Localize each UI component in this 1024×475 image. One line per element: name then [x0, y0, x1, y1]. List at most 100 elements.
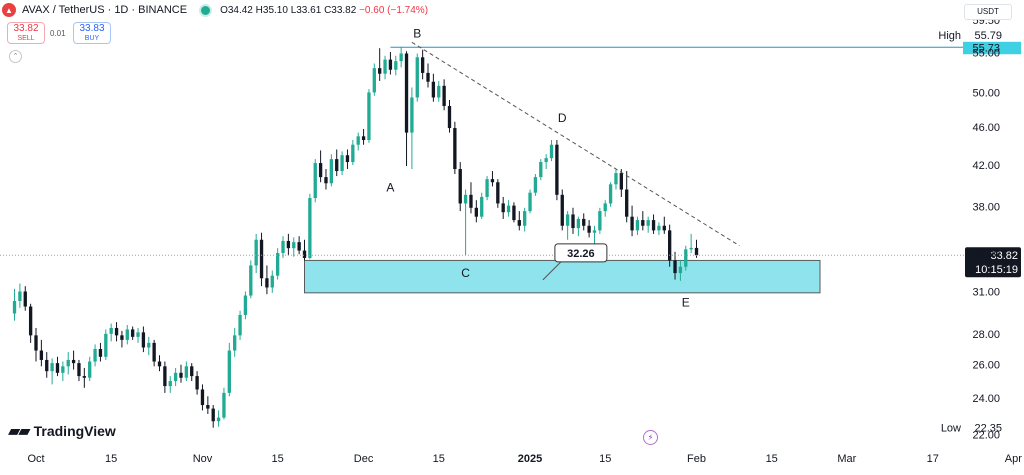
x-tick-label: 15: [599, 453, 611, 465]
candle-body: [474, 207, 479, 217]
candle-body: [270, 275, 274, 288]
high-line-price-value: 55.73: [972, 42, 1000, 54]
candle-body: [539, 162, 543, 178]
sell-button[interactable]: 33.82 SELL: [7, 22, 45, 44]
candle-body: [447, 105, 452, 129]
y-tick-label: 42.00: [972, 160, 1000, 172]
overlay-layer: 55.73 High 55.79 Low 22.35 33.82 10:15:19 A B C D E…: [0, 27, 1021, 435]
avax-logo-icon: ▲: [2, 3, 16, 17]
candle-body: [614, 173, 618, 185]
candle-body: [93, 349, 97, 362]
candle-body: [200, 389, 205, 406]
candle-body: [125, 329, 129, 340]
candle-body: [549, 144, 554, 159]
x-tick-label: Nov: [193, 453, 213, 465]
candles-layer: [12, 46, 699, 428]
y-tick-label: 31.00: [972, 286, 1000, 298]
candle-body: [216, 417, 221, 422]
x-tick-label: 15: [433, 453, 445, 465]
candle-body: [480, 196, 484, 217]
candle-body: [410, 97, 414, 133]
last-price-value: 33.82: [990, 250, 1018, 262]
low-label: Low: [941, 423, 961, 435]
candle-body: [88, 361, 92, 378]
market-status-icon[interactable]: [199, 3, 213, 17]
y-tick-label: 50.00: [972, 87, 1000, 99]
high-value: H35.10: [255, 4, 288, 16]
candle-body: [694, 247, 699, 256]
buy-button[interactable]: 33.83 BUY: [73, 22, 111, 44]
wave-label: D: [558, 111, 567, 125]
last-price-tag: [965, 247, 1021, 278]
candle-body: [66, 359, 70, 367]
candle-body: [275, 253, 280, 276]
chevron-up-icon[interactable]: ⌃: [9, 50, 22, 63]
candle-body: [136, 332, 140, 337]
candle-body: [463, 194, 468, 204]
candle-body: [98, 349, 103, 357]
candle-body: [608, 184, 613, 204]
symbol-title[interactable]: AVAX / TetherUS · 1D · BINANCE: [22, 4, 188, 16]
axis-layer: 24.00 26.00 28.00 31.00 34.00 38.00 42.00 46.00…: [27, 15, 1022, 465]
close-value: C33.82: [324, 4, 357, 16]
candle-body: [39, 350, 44, 360]
low-value: 22.35: [974, 423, 1002, 435]
candle-body: [45, 359, 49, 372]
wave-label: B: [413, 27, 421, 41]
y-tick-label: 22.00: [972, 429, 1000, 441]
candle-body: [453, 128, 457, 170]
candle-body: [651, 220, 656, 231]
x-tick-label: 15: [766, 453, 778, 465]
candle-body: [399, 53, 403, 62]
high-value-bg: [963, 26, 1021, 42]
candle-body: [168, 381, 172, 387]
candle-body: [104, 333, 108, 357]
candle-body: [254, 239, 258, 266]
candle-body: [265, 278, 269, 288]
candle-body: [533, 177, 538, 193]
candle-body: [657, 225, 661, 231]
candle-body: [345, 155, 350, 163]
candle-body: [689, 247, 693, 250]
candle-body: [297, 242, 301, 251]
candle-body: [565, 214, 570, 226]
candle-body: [356, 136, 360, 145]
candle-body: [517, 220, 521, 226]
currency-selector[interactable]: USDT: [964, 4, 1012, 20]
change-value: −0.60 (−1.74%): [359, 4, 429, 16]
candle-body: [12, 300, 17, 314]
wave-label: A: [386, 180, 394, 194]
candle-body: [179, 372, 183, 378]
candle-body: [184, 366, 189, 378]
candle-body: [243, 295, 248, 315]
candle-body: [77, 363, 81, 377]
candle-body: [152, 342, 156, 362]
high-label: High: [938, 30, 961, 42]
candle-body: [372, 68, 376, 93]
y-tick-label: 24.00: [972, 393, 1000, 405]
candle-body: [469, 194, 473, 208]
candle-body: [259, 239, 264, 279]
trendline: [411, 41, 740, 247]
x-tick-label: Mar: [837, 453, 856, 465]
candle-body: [571, 214, 575, 229]
candle-body: [415, 57, 419, 98]
candle-body: [318, 163, 323, 178]
candle-body: [485, 179, 489, 197]
candle-body: [281, 240, 285, 254]
candle-body: [61, 366, 65, 373]
candle-body: [211, 408, 215, 422]
tradingview-logo[interactable]: ▰▰ TradingView: [8, 421, 116, 441]
candle-body: [426, 72, 430, 82]
candle-body: [329, 159, 334, 184]
candle-body: [662, 225, 666, 231]
candle-body: [630, 216, 634, 231]
candle-body: [404, 53, 409, 133]
candle-body: [603, 203, 607, 212]
candle-body: [592, 230, 597, 233]
candle-body: [512, 205, 516, 221]
lightning-icon[interactable]: ⚡: [643, 430, 658, 445]
candle-body: [506, 205, 511, 213]
candle-body: [206, 405, 210, 409]
candle-body: [431, 81, 436, 98]
